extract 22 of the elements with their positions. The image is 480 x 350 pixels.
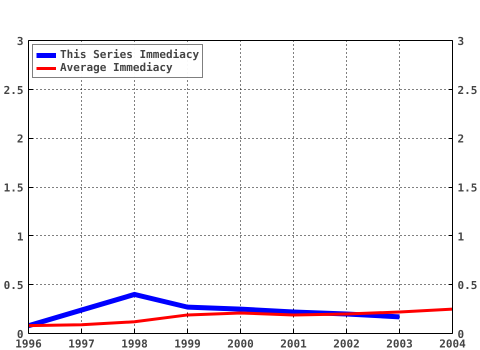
y-tick-label: 1.5 (4, 182, 24, 194)
x-tick-label: 1997 (68, 338, 95, 350)
y2-tick-label: 1 (458, 230, 464, 244)
y-tick-label: 3 (16, 35, 24, 48)
y2-tick-label: 0.5 (458, 279, 478, 292)
x-tick-label: 2002 (333, 338, 360, 350)
y-tick-label: 0.5 (4, 279, 24, 292)
y2-tick-label: 2 (458, 132, 464, 146)
x-tick-label: 2001 (280, 338, 308, 350)
x-tick-label: 2003 (386, 338, 413, 350)
line-series (28, 308, 452, 328)
x-tick-label: 1998 (121, 338, 148, 350)
legend-label: Average Immediacy (60, 61, 173, 74)
legend-label: This Series Immediacy (60, 48, 200, 61)
y-tick-label: 2 (16, 132, 24, 146)
y2-tick-label: 2.5 (458, 84, 478, 97)
y-tick-label: 1 (16, 230, 24, 244)
y2-tick-label: 1.5 (458, 182, 478, 194)
y2-tick-label: 3 (458, 35, 464, 48)
y-tick-label: 2.5 (4, 84, 24, 97)
x-tick-label: 1999 (174, 338, 201, 350)
x-tick-label: 2000 (227, 338, 254, 350)
